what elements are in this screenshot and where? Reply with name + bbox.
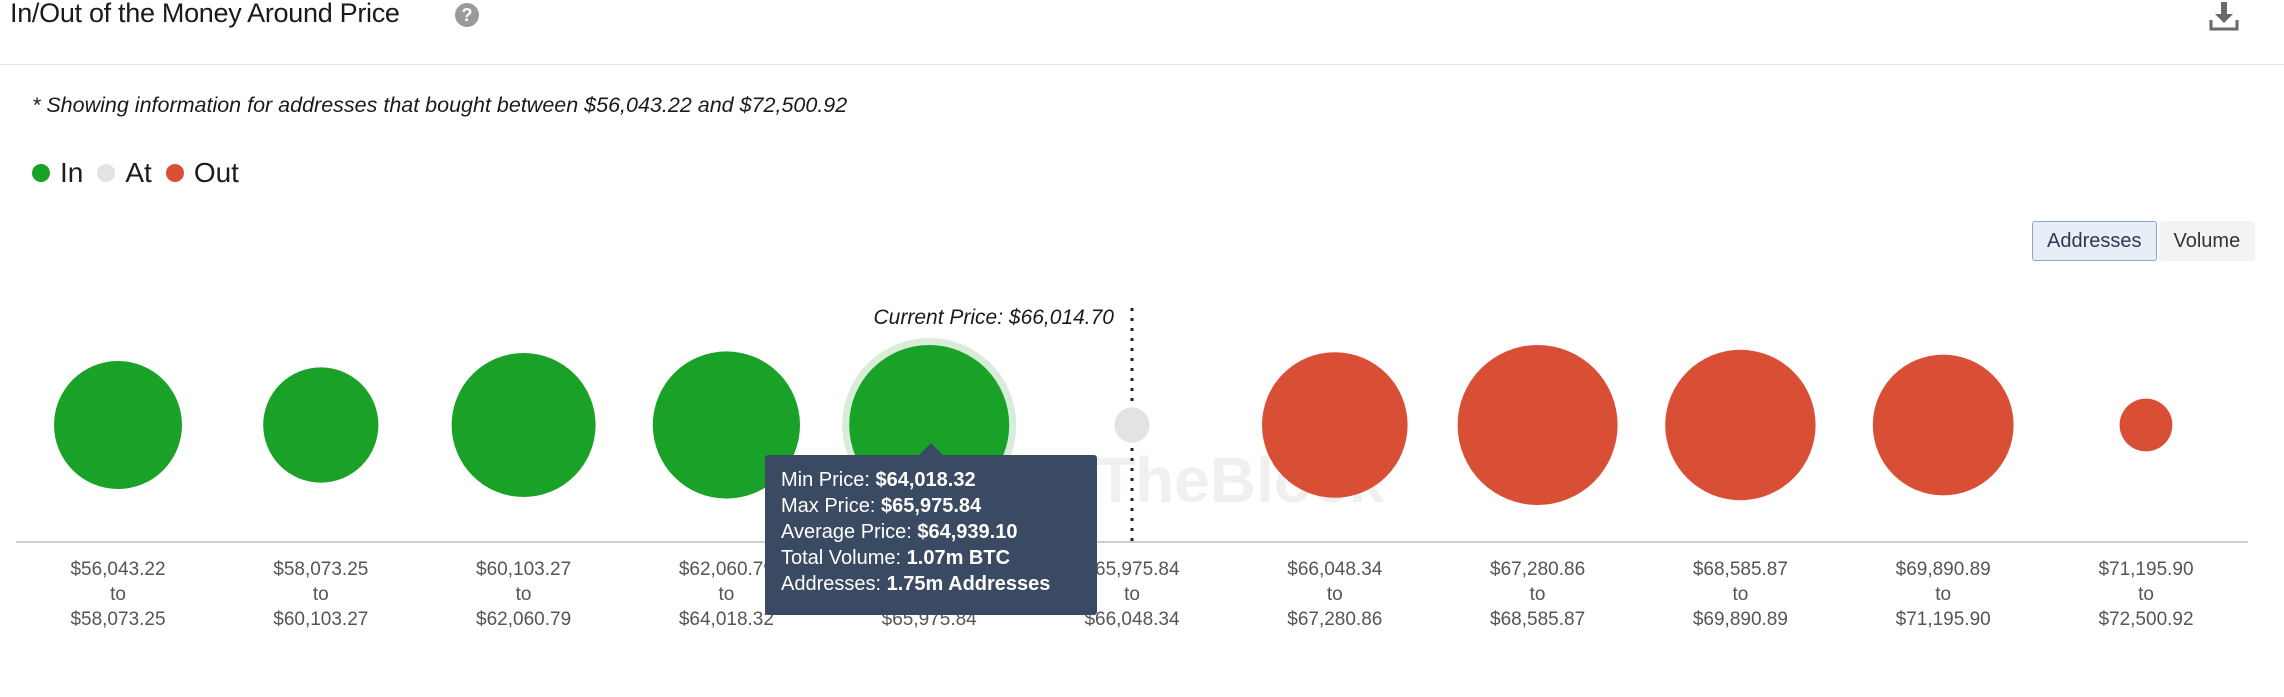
tick-label: $60,103.27 (273, 609, 368, 630)
tooltip-avg-row: Average Price: $64,939.10 (781, 519, 1083, 545)
volume-button[interactable]: Volume (2158, 221, 2256, 261)
current-price-label: Current Price: $66,014.70 (874, 306, 1115, 329)
tick-label: $71,195.90 (2098, 559, 2193, 580)
tooltip-addr-value: 1.75m Addresses (886, 573, 1051, 595)
tick-label-separator: to (1732, 584, 1748, 605)
tick-label-separator: to (718, 584, 734, 605)
tick-label-separator: to (110, 584, 126, 605)
tooltip-vol-value: 1.07m BTC (906, 547, 1011, 569)
legend-label-out: Out (193, 157, 239, 188)
bottom-bar (0, 670, 2284, 697)
tooltip-min-value: $64,018.32 (875, 469, 976, 491)
tooltip-vol-label: Total Volume: (781, 547, 902, 569)
bubble-out[interactable] (2119, 398, 2173, 452)
tooltip-addr-label: Addresses: (781, 573, 882, 595)
bubble-out[interactable] (1872, 354, 2014, 496)
tick-label: $68,585.87 (1693, 559, 1788, 580)
bubble-in[interactable] (451, 353, 596, 497)
tick-label: $56,043.22 (70, 559, 165, 580)
addresses-button[interactable]: Addresses (2032, 221, 2157, 261)
tooltip-addr-row: Addresses: 1.75m Addresses (781, 571, 1083, 597)
question-circle-icon[interactable]: ? (455, 3, 479, 27)
tick-label-separator: to (1327, 584, 1343, 605)
tick-label: $65,975.84 (1084, 559, 1180, 580)
tick-label-separator: to (1530, 584, 1546, 605)
chart-header: In/Out of the Money Around Price ? (0, 0, 2284, 65)
legend-label-in: In (60, 157, 84, 188)
tooltip-max-value: $65,975.84 (881, 495, 982, 517)
tick-label: $66,048.34 (1287, 559, 1383, 580)
bubble-in[interactable] (652, 351, 801, 499)
metric-toggle: Addresses Volume (2032, 221, 2256, 261)
tick-label: $69,890.89 (1693, 609, 1788, 630)
tick-label: $67,280.86 (1490, 559, 1585, 580)
tick-label: $68,585.87 (1490, 609, 1585, 630)
tick-label: $72,500.92 (2098, 609, 2193, 630)
legend-item-out[interactable]: Out (165, 157, 239, 189)
tick-label: $67,280.86 (1287, 609, 1382, 630)
tick-label: $64,018.32 (679, 609, 774, 630)
bubble-out[interactable] (1262, 352, 1408, 498)
legend-dot-out (165, 164, 184, 182)
bucket-tooltip: Min Price: $64,018.32 Max Price: $65,975… (765, 455, 1097, 615)
bubble-out[interactable] (1665, 349, 1816, 501)
tooltip-avg-label: Average Price: (781, 521, 912, 543)
tooltip-arrow (919, 443, 943, 455)
tick-label-separator: to (313, 584, 329, 605)
legend-item-at[interactable]: At (97, 157, 152, 189)
bubble-in[interactable] (54, 361, 182, 489)
bubble-out[interactable] (1457, 345, 1618, 505)
page-title: In/Out of the Money Around Price (10, 0, 400, 28)
tick-label: $69,890.89 (1896, 559, 1991, 580)
tooltip-min-label: Min Price: (781, 469, 870, 491)
tick-label: $71,195.90 (1896, 609, 1991, 630)
legend-label-at: At (125, 157, 152, 188)
tick-label: $58,073.25 (70, 609, 165, 630)
tick-label-separator: to (2138, 584, 2154, 605)
tooltip-min-row: Min Price: $64,018.32 (781, 467, 1083, 493)
bubble-in[interactable] (263, 367, 379, 483)
tooltip-max-row: Max Price: $65,975.84 (781, 493, 1083, 519)
tooltip-vol-row: Total Volume: 1.07m BTC (781, 545, 1083, 571)
tooltip-avg-value: $64,939.10 (917, 521, 1018, 543)
tick-label: $66,048.34 (1084, 609, 1180, 630)
legend-item-in[interactable]: In (32, 157, 83, 189)
legend-dot-at (97, 164, 116, 182)
tick-label: $62,060.79 (476, 609, 571, 630)
tick-label-separator: to (1935, 584, 1951, 605)
bubble-at[interactable] (1114, 407, 1150, 443)
tick-label-separator: to (1124, 584, 1140, 605)
tick-label: $60,103.27 (476, 559, 571, 580)
tooltip-max-label: Max Price: (781, 495, 876, 517)
legend-dot-in (32, 164, 50, 182)
range-note: * Showing information for addresses that… (32, 93, 848, 117)
tick-label: $62,060.79 (679, 559, 774, 580)
tick-label-separator: to (516, 584, 532, 605)
chart-legend: In At Out (32, 157, 239, 189)
tick-label: $58,073.25 (273, 559, 368, 580)
download-icon[interactable] (2208, 0, 2240, 32)
